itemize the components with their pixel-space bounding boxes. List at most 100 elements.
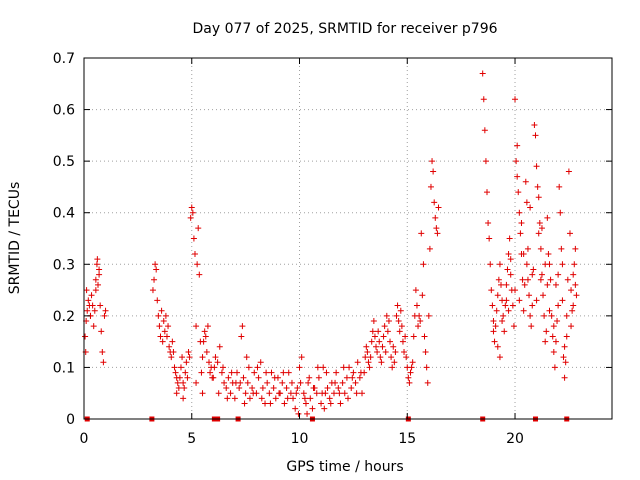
data-point xyxy=(419,292,426,299)
data-point xyxy=(434,230,441,237)
data-point xyxy=(306,374,313,381)
data-point xyxy=(165,323,172,330)
data-point xyxy=(518,220,525,227)
data-point xyxy=(216,343,223,350)
data-point xyxy=(98,328,105,335)
data-point xyxy=(314,364,321,371)
data-point xyxy=(151,276,158,283)
data-point xyxy=(84,307,91,314)
data-point xyxy=(184,374,191,381)
data-point xyxy=(393,312,400,319)
data-point xyxy=(543,328,550,335)
y-tick-label: 0.3 xyxy=(53,257,75,273)
data-point xyxy=(327,400,334,407)
data-point xyxy=(297,379,304,386)
data-point xyxy=(361,369,368,376)
data-point xyxy=(262,400,269,407)
data-point xyxy=(172,369,179,376)
data-point xyxy=(481,127,488,134)
y-tick-label: 0.2 xyxy=(53,309,75,325)
data-point xyxy=(154,297,161,304)
data-point xyxy=(572,245,579,252)
data-point xyxy=(285,369,292,376)
data-point xyxy=(556,183,563,190)
data-point xyxy=(287,390,294,397)
data-point xyxy=(375,328,382,335)
data-point xyxy=(499,318,506,325)
data-point xyxy=(264,379,271,386)
data-point xyxy=(220,364,227,371)
data-point xyxy=(284,395,291,402)
data-point xyxy=(568,323,575,330)
data-point xyxy=(568,287,575,294)
data-point xyxy=(368,338,375,345)
data-point xyxy=(492,323,499,330)
data-point xyxy=(302,400,309,407)
data-point xyxy=(524,245,531,252)
data-point xyxy=(198,369,205,376)
data-point xyxy=(537,245,544,252)
data-point xyxy=(263,369,270,376)
data-point xyxy=(324,385,331,392)
data-point xyxy=(554,318,561,325)
data-point xyxy=(255,374,262,381)
data-point xyxy=(563,333,570,340)
data-point xyxy=(515,189,522,196)
y-tick-label: 0.4 xyxy=(53,206,75,222)
data-point xyxy=(538,271,545,278)
data-point xyxy=(405,374,412,381)
data-point xyxy=(207,369,214,376)
x-tick-label: 15 xyxy=(398,431,416,447)
data-point xyxy=(271,374,278,381)
data-point xyxy=(205,359,212,366)
data-point xyxy=(239,323,246,330)
data-point xyxy=(395,318,402,325)
data-point xyxy=(533,163,540,170)
data-point xyxy=(320,364,327,371)
data-point xyxy=(221,379,228,386)
data-point xyxy=(559,261,566,268)
grid xyxy=(84,58,612,419)
data-point xyxy=(530,266,537,273)
data-point xyxy=(268,369,275,376)
data-point xyxy=(551,364,558,371)
data-point xyxy=(174,379,181,386)
data-point xyxy=(503,297,510,304)
data-point xyxy=(496,354,503,361)
data-point xyxy=(409,359,416,366)
data-point xyxy=(401,348,408,355)
data-point xyxy=(527,204,534,211)
data-point xyxy=(203,348,210,355)
data-point xyxy=(531,122,538,129)
data-point xyxy=(225,374,232,381)
data-point xyxy=(552,338,559,345)
data-point xyxy=(245,364,252,371)
data-point xyxy=(241,400,248,407)
data-point xyxy=(377,354,384,361)
data-point xyxy=(224,395,231,402)
data-point xyxy=(182,369,189,376)
data-point xyxy=(335,385,342,392)
data-point xyxy=(341,390,348,397)
data-point xyxy=(194,261,201,268)
data-point xyxy=(259,385,266,392)
data-point xyxy=(97,302,104,309)
data-point xyxy=(90,323,97,330)
data-point xyxy=(561,374,568,381)
data-point xyxy=(402,333,409,340)
data-point xyxy=(520,250,527,257)
data-point xyxy=(158,307,165,314)
data-point xyxy=(406,379,413,386)
data-point xyxy=(276,390,283,397)
data-point xyxy=(416,312,423,319)
data-point xyxy=(159,338,166,345)
y-tick-label: 0.1 xyxy=(53,360,75,376)
data-point xyxy=(366,364,373,371)
data-point xyxy=(232,379,239,386)
data-point xyxy=(169,338,176,345)
data-point xyxy=(533,297,540,304)
data-point xyxy=(538,225,545,232)
data-point xyxy=(433,225,440,232)
data-point xyxy=(348,385,355,392)
data-point xyxy=(536,220,543,227)
